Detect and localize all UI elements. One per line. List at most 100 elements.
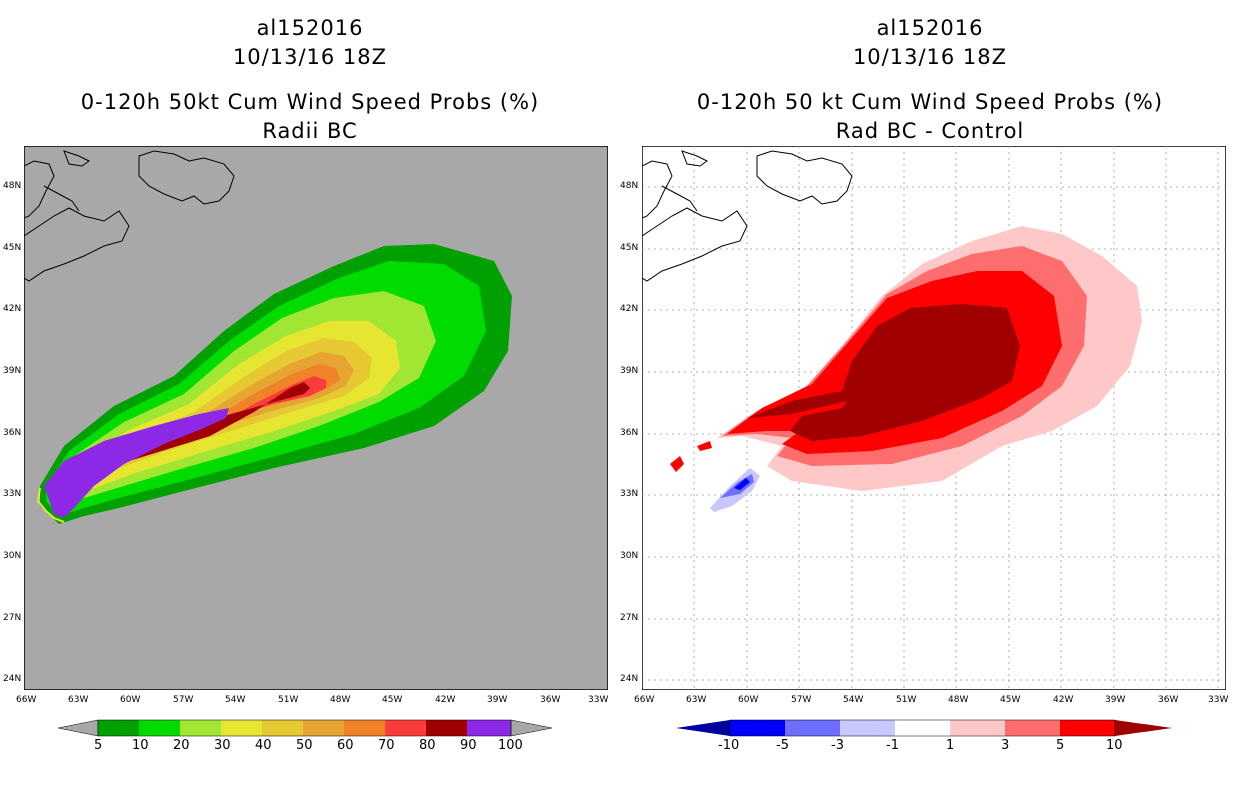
left-lon-42: 42W <box>435 695 456 705</box>
right-lat-24: 24N <box>620 674 639 684</box>
right-lon-39: 39W <box>1105 695 1126 705</box>
left-lon-51: 51W <box>278 695 299 705</box>
left-cbar-10-20 <box>139 720 180 736</box>
right-lon-63: 63W <box>686 695 707 705</box>
left-lat-24: 24N <box>3 674 22 684</box>
right-lon-45: 45W <box>1000 695 1021 705</box>
right-lat-36: 36N <box>620 428 639 438</box>
right-cbar-lbl-5: 5 <box>1056 738 1065 753</box>
left-lat-30: 30N <box>3 551 22 561</box>
left-lat-36: 36N <box>3 428 22 438</box>
right-cbar-neg1-1 <box>895 720 950 736</box>
right-lon-33: 33W <box>1208 695 1229 705</box>
diff-small-red2 <box>697 441 712 451</box>
right-lon-42: 42W <box>1053 695 1074 705</box>
right-cbar-high-arrow <box>1115 720 1172 736</box>
left-cbar-lbl-60: 60 <box>337 738 354 753</box>
left-lon-63: 63W <box>68 695 89 705</box>
left-cbar-30-40 <box>221 720 262 736</box>
left-title-date: 10/13/16 18Z <box>232 45 388 69</box>
left-lon-54: 54W <box>225 695 246 705</box>
right-cbar-lbl-neg1: -1 <box>886 738 899 753</box>
right-title-date: 10/13/16 18Z <box>852 45 1008 69</box>
left-cbar-lbl-5: 5 <box>94 738 103 753</box>
left-cbar-lbl-40: 40 <box>255 738 272 753</box>
right-cbar-lbl-3: 3 <box>1001 738 1010 753</box>
right-cbar-5-10 <box>1060 720 1115 736</box>
left-cbar-high-arrow <box>510 719 553 737</box>
left-cbar-90-100 <box>467 720 511 736</box>
left-probability-contours <box>36 244 512 524</box>
right-title-variant: Rad BC - Control <box>835 119 1025 143</box>
right-lat-48: 48N <box>620 181 639 191</box>
right-difference-map <box>642 146 1226 690</box>
right-lat-45: 45N <box>620 243 639 253</box>
right-lat-39: 39N <box>620 366 639 376</box>
right-title-product: 0-120h 50 kt Cum Wind Speed Probs (%) <box>696 90 1164 114</box>
left-cbar-lbl-30: 30 <box>214 738 231 753</box>
left-lon-57: 57W <box>173 695 194 705</box>
left-lon-45: 45W <box>382 695 403 705</box>
contour-edge-yellow <box>36 487 65 523</box>
diff-small-red <box>670 456 684 472</box>
right-cbar-1-3 <box>950 720 1005 736</box>
left-lat-45: 45N <box>3 243 22 253</box>
left-lat-48: 48N <box>3 181 22 191</box>
left-cbar-50-60 <box>303 720 344 736</box>
left-cbar-lbl-100: 100 <box>498 738 523 753</box>
left-lon-60: 60W <box>120 695 141 705</box>
right-cbar-3-5 <box>1005 720 1060 736</box>
left-cbar-60-70 <box>344 720 385 736</box>
left-cbar-lbl-10: 10 <box>132 738 149 753</box>
right-coastline <box>642 150 853 282</box>
contour-90 <box>44 408 229 518</box>
left-lat-39: 39N <box>3 366 22 376</box>
right-lon-36: 36W <box>1158 695 1179 705</box>
right-cbar-low-arrow <box>676 720 730 736</box>
left-title-storm: al152016 <box>256 16 364 40</box>
left-lon-36: 36W <box>540 695 561 705</box>
diff-neg-10 <box>734 478 750 490</box>
right-lon-66: 66W <box>634 695 655 705</box>
right-lat-33: 33N <box>620 489 639 499</box>
right-lat-42: 42N <box>620 304 639 314</box>
left-lon-39: 39W <box>487 695 508 705</box>
right-cbar-neg3-neg1 <box>840 720 895 736</box>
left-cbar-20-30 <box>180 720 221 736</box>
left-colorbar <box>58 719 553 737</box>
right-difference-contours <box>670 226 1142 512</box>
left-cbar-80-90 <box>426 720 467 736</box>
left-cbar-40-50 <box>262 720 303 736</box>
right-lon-48: 48W <box>948 695 969 705</box>
left-title-variant: Radii BC <box>262 119 358 143</box>
left-cbar-70-80 <box>385 720 426 736</box>
left-coastline <box>24 150 235 282</box>
left-cbar-lbl-20: 20 <box>173 738 190 753</box>
right-lon-51: 51W <box>896 695 917 705</box>
right-lat-30: 30N <box>620 551 639 561</box>
left-lon-66: 66W <box>16 695 37 705</box>
left-lat-27: 27N <box>3 613 22 623</box>
right-cbar-lbl-1: 1 <box>946 738 955 753</box>
diff-above-10 <box>747 304 1020 441</box>
left-probability-map <box>24 146 608 690</box>
left-cbar-lbl-80: 80 <box>419 738 436 753</box>
right-lon-54: 54W <box>843 695 864 705</box>
left-cbar-lbl-70: 70 <box>378 738 395 753</box>
left-cbar-lbl-50: 50 <box>296 738 313 753</box>
left-title-product: 0-120h 50kt Cum Wind Speed Probs (%) <box>80 90 540 114</box>
contour-60 <box>57 364 340 486</box>
right-cbar-lbl-neg3: -3 <box>831 738 844 753</box>
right-lat-27: 27N <box>620 613 639 623</box>
left-cbar-lbl-90: 90 <box>460 738 477 753</box>
left-lat-33: 33N <box>3 489 22 499</box>
right-cbar-neg5-neg3 <box>785 720 840 736</box>
right-colorbar <box>676 719 1172 737</box>
right-cbar-neg10-neg5 <box>730 720 785 736</box>
right-cbar-lbl-10: 10 <box>1106 738 1123 753</box>
right-cbar-lbl-neg10: -10 <box>718 738 740 753</box>
right-lon-60: 60W <box>738 695 759 705</box>
left-lon-48: 48W <box>330 695 351 705</box>
right-lon-57: 57W <box>791 695 812 705</box>
right-title-storm: al152016 <box>876 16 984 40</box>
